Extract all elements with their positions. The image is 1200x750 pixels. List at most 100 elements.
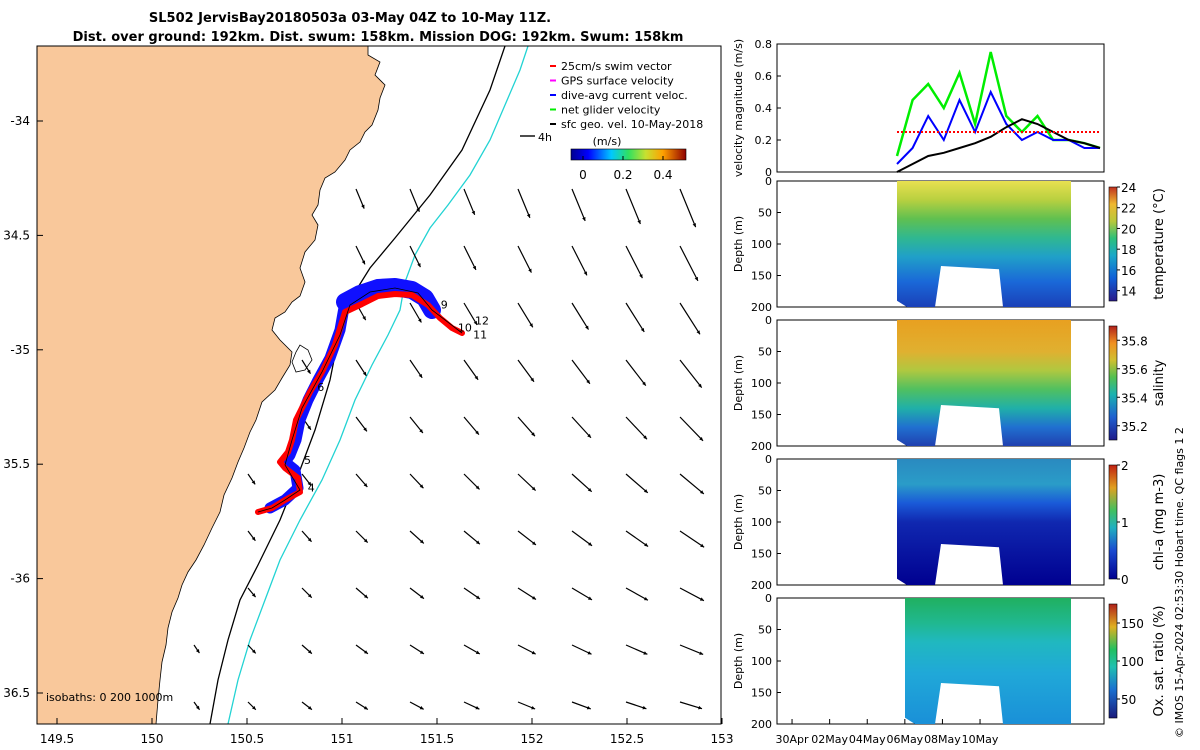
current-vector (517, 473, 537, 491)
speed-tick-label: 0.2 (613, 168, 632, 182)
current-vector (517, 302, 534, 328)
isobath-label: isobaths: 0 200 1000m (46, 691, 173, 704)
current-vector (571, 530, 593, 547)
current-vector-head (642, 705, 647, 710)
speed-tick-label: 0.4 (653, 168, 672, 182)
current-vector-head (251, 593, 256, 598)
colorbar-tick-label: 35.4 (1121, 391, 1148, 405)
current-vector (571, 188, 586, 222)
current-vector (409, 302, 422, 323)
colorbar-label: temperature (°C) (1152, 188, 1167, 300)
current-vector-head (251, 480, 256, 485)
current-vector-head (531, 486, 536, 491)
track-day-label: 11 (473, 328, 487, 341)
time-tick-label: 30Apr (776, 733, 810, 746)
section-colorbar (1108, 464, 1118, 580)
map-xtick-label: 153 (711, 732, 734, 746)
time-tick-label: 08May (924, 733, 961, 746)
velocity-ylabel: velocity magnitude (m/s) (732, 39, 745, 177)
current-vector-head (699, 490, 704, 494)
section-field (897, 181, 1071, 307)
current-vector (734, 474, 760, 495)
velocity-ytick-label: 0.6 (755, 70, 773, 83)
current-vector-head (307, 706, 312, 710)
current-vector-head (587, 651, 592, 655)
current-vector-head (640, 327, 645, 332)
current-vector-head (475, 705, 480, 710)
current-vector-head (587, 433, 591, 438)
imos-credit: © IMOS 15-Apr-2024 02:53:30 Hobart time.… (1173, 427, 1186, 738)
current-vector (679, 188, 697, 228)
current-vector-head (643, 435, 647, 440)
current-vector-head (472, 265, 476, 270)
current-vector (734, 702, 758, 709)
colorbar-label: Ox. sat. ratio (%) (1152, 606, 1167, 717)
current-vector-head (417, 263, 421, 268)
colorbar-tick-label: 16 (1121, 264, 1136, 278)
current-vector-head (419, 706, 424, 710)
map-ytick-label: -34 (10, 114, 30, 128)
current-vector-head (531, 705, 536, 710)
section-field (897, 459, 1071, 585)
section-field (905, 598, 1071, 724)
current-vector (679, 587, 705, 602)
legend-entry: sfc geo. vel. 10-May-2018 (561, 118, 703, 131)
current-vector-head (583, 271, 587, 276)
current-vector-head (418, 318, 422, 323)
current-vector-head (362, 371, 367, 376)
current-vector-head (643, 596, 648, 601)
current-vector-head (361, 260, 366, 265)
velocity-ytick-label: 0.2 (755, 134, 773, 147)
current-vector-head (699, 597, 704, 601)
section-ytick-label: 150 (751, 548, 772, 561)
map-ytick-label: 34.5 (3, 228, 30, 242)
current-vector (571, 644, 592, 655)
current-vector-head (526, 213, 531, 218)
section-ylabel: Depth (m) (732, 355, 745, 411)
current-vector-head (476, 595, 480, 600)
current-vector-head (700, 543, 705, 548)
map-ytick-label: 35.5 (3, 457, 30, 471)
current-vector-head (586, 705, 591, 710)
velocity-series (895, 51, 1101, 173)
figure-title-line2: Dist. over ground: 192km. Dist. swum: 15… (73, 30, 684, 45)
time-tick-label: 02May (811, 733, 848, 746)
current-vector-head (531, 650, 536, 655)
section-ytick-label: 150 (751, 270, 772, 283)
current-vector (571, 587, 593, 601)
current-vector (571, 245, 588, 276)
current-vector-head (642, 381, 646, 386)
current-vector (517, 359, 535, 383)
current-vector-head (420, 595, 424, 599)
section-colorbar (1108, 603, 1118, 719)
current-vector (409, 245, 421, 268)
section-ytick-label: 200 (751, 718, 772, 731)
colorbar-tick-label: 50 (1121, 693, 1136, 707)
section-ylabel: Depth (m) (732, 494, 745, 550)
current-vector-head (363, 594, 368, 599)
current-vector (463, 359, 479, 381)
map-frame (36, 45, 722, 725)
current-vector-head (643, 651, 648, 655)
colorbar-label: salinity (1152, 359, 1167, 406)
map-xtick-label: 149.5 (40, 732, 74, 746)
current-vector (625, 359, 647, 387)
track-red (255, 291, 465, 515)
current-vector-head (699, 651, 704, 655)
section-ytick-label: 150 (751, 409, 772, 422)
glider-track (255, 278, 465, 515)
velocity-axes (776, 43, 1105, 173)
current-vector-head (252, 705, 256, 710)
current-vector (679, 473, 705, 495)
map-xtick-label: 151 (331, 732, 354, 746)
current-vector-head (694, 276, 698, 281)
section-field (897, 320, 1071, 446)
colorbar-tick-label: 0 (1121, 573, 1129, 587)
track-day-label: 9 (441, 299, 448, 312)
colorbar-tick-label: 100 (1121, 655, 1144, 669)
current-vector-head (363, 427, 367, 432)
colorbar-tick-label: 2 (1121, 459, 1129, 473)
section-ytick-label: 50 (758, 207, 772, 220)
current-vector-head (363, 650, 368, 654)
current-vector-head (528, 268, 532, 273)
